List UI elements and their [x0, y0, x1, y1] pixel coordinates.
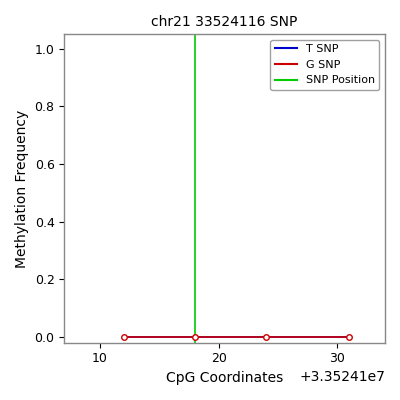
Title: chr21 33524116 SNP: chr21 33524116 SNP — [152, 15, 298, 29]
Legend: T SNP, G SNP, SNP Position: T SNP, G SNP, SNP Position — [270, 40, 380, 90]
Y-axis label: Methylation Frequency: Methylation Frequency — [15, 110, 29, 268]
X-axis label: CpG Coordinates: CpG Coordinates — [166, 371, 283, 385]
